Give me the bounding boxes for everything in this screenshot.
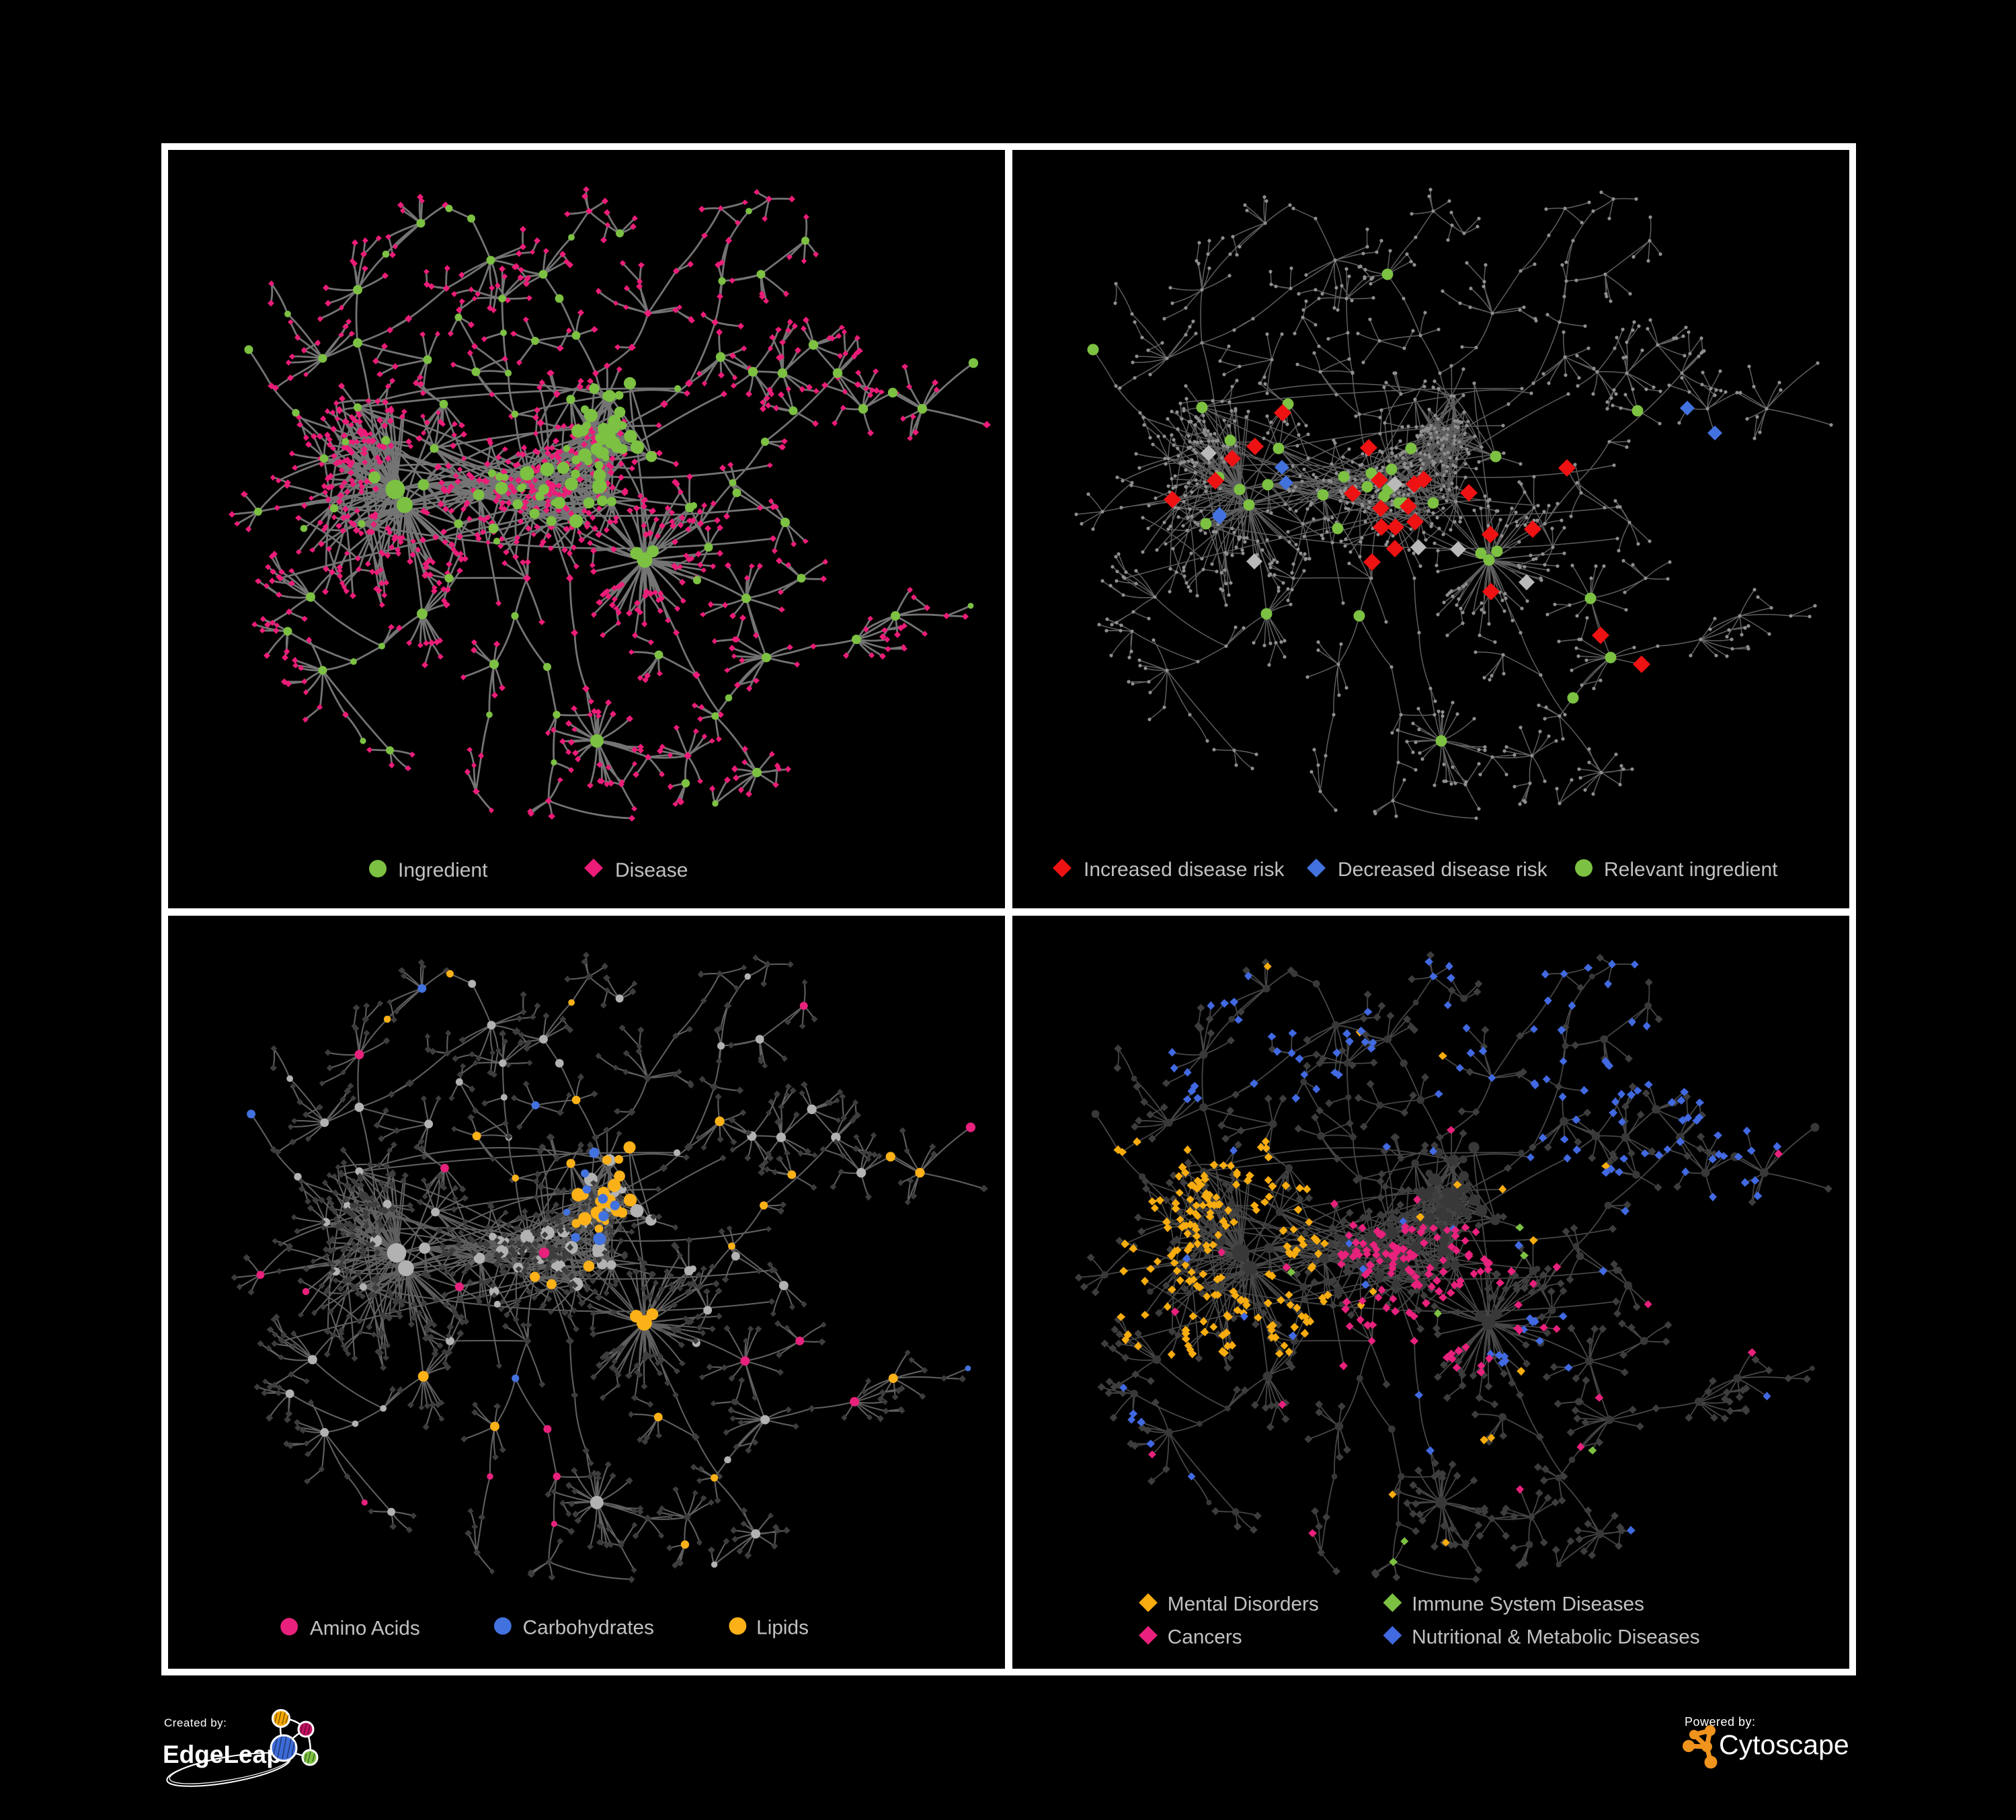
svg-text:Nutritional & Metabolic Diseas: Nutritional & Metabolic Diseases xyxy=(1412,1626,1699,1648)
svg-text:Increased disease risk: Increased disease risk xyxy=(1084,859,1285,881)
svg-text:Decreased disease risk: Decreased disease risk xyxy=(1338,859,1548,881)
svg-text:EdgeLeap: EdgeLeap xyxy=(163,1741,282,1768)
svg-text:Amino Acids: Amino Acids xyxy=(310,1617,420,1639)
svg-text:Relevant ingredient: Relevant ingredient xyxy=(1604,859,1778,881)
svg-text:Ingredient: Ingredient xyxy=(398,859,488,881)
svg-text:Carbohydrates: Carbohydrates xyxy=(523,1616,654,1638)
svg-text:Immune System Diseases: Immune System Diseases xyxy=(1412,1593,1644,1616)
svg-text:Powered by:: Powered by: xyxy=(1685,1715,1756,1729)
svg-text:Lipids: Lipids xyxy=(756,1616,809,1638)
svg-text:Cytoscape: Cytoscape xyxy=(1719,1729,1849,1760)
svg-text:Mental Disorders: Mental Disorders xyxy=(1168,1593,1319,1616)
svg-text:Created by:: Created by: xyxy=(164,1716,227,1729)
svg-text:Cancers: Cancers xyxy=(1168,1626,1242,1648)
svg-text:Disease: Disease xyxy=(615,859,688,881)
